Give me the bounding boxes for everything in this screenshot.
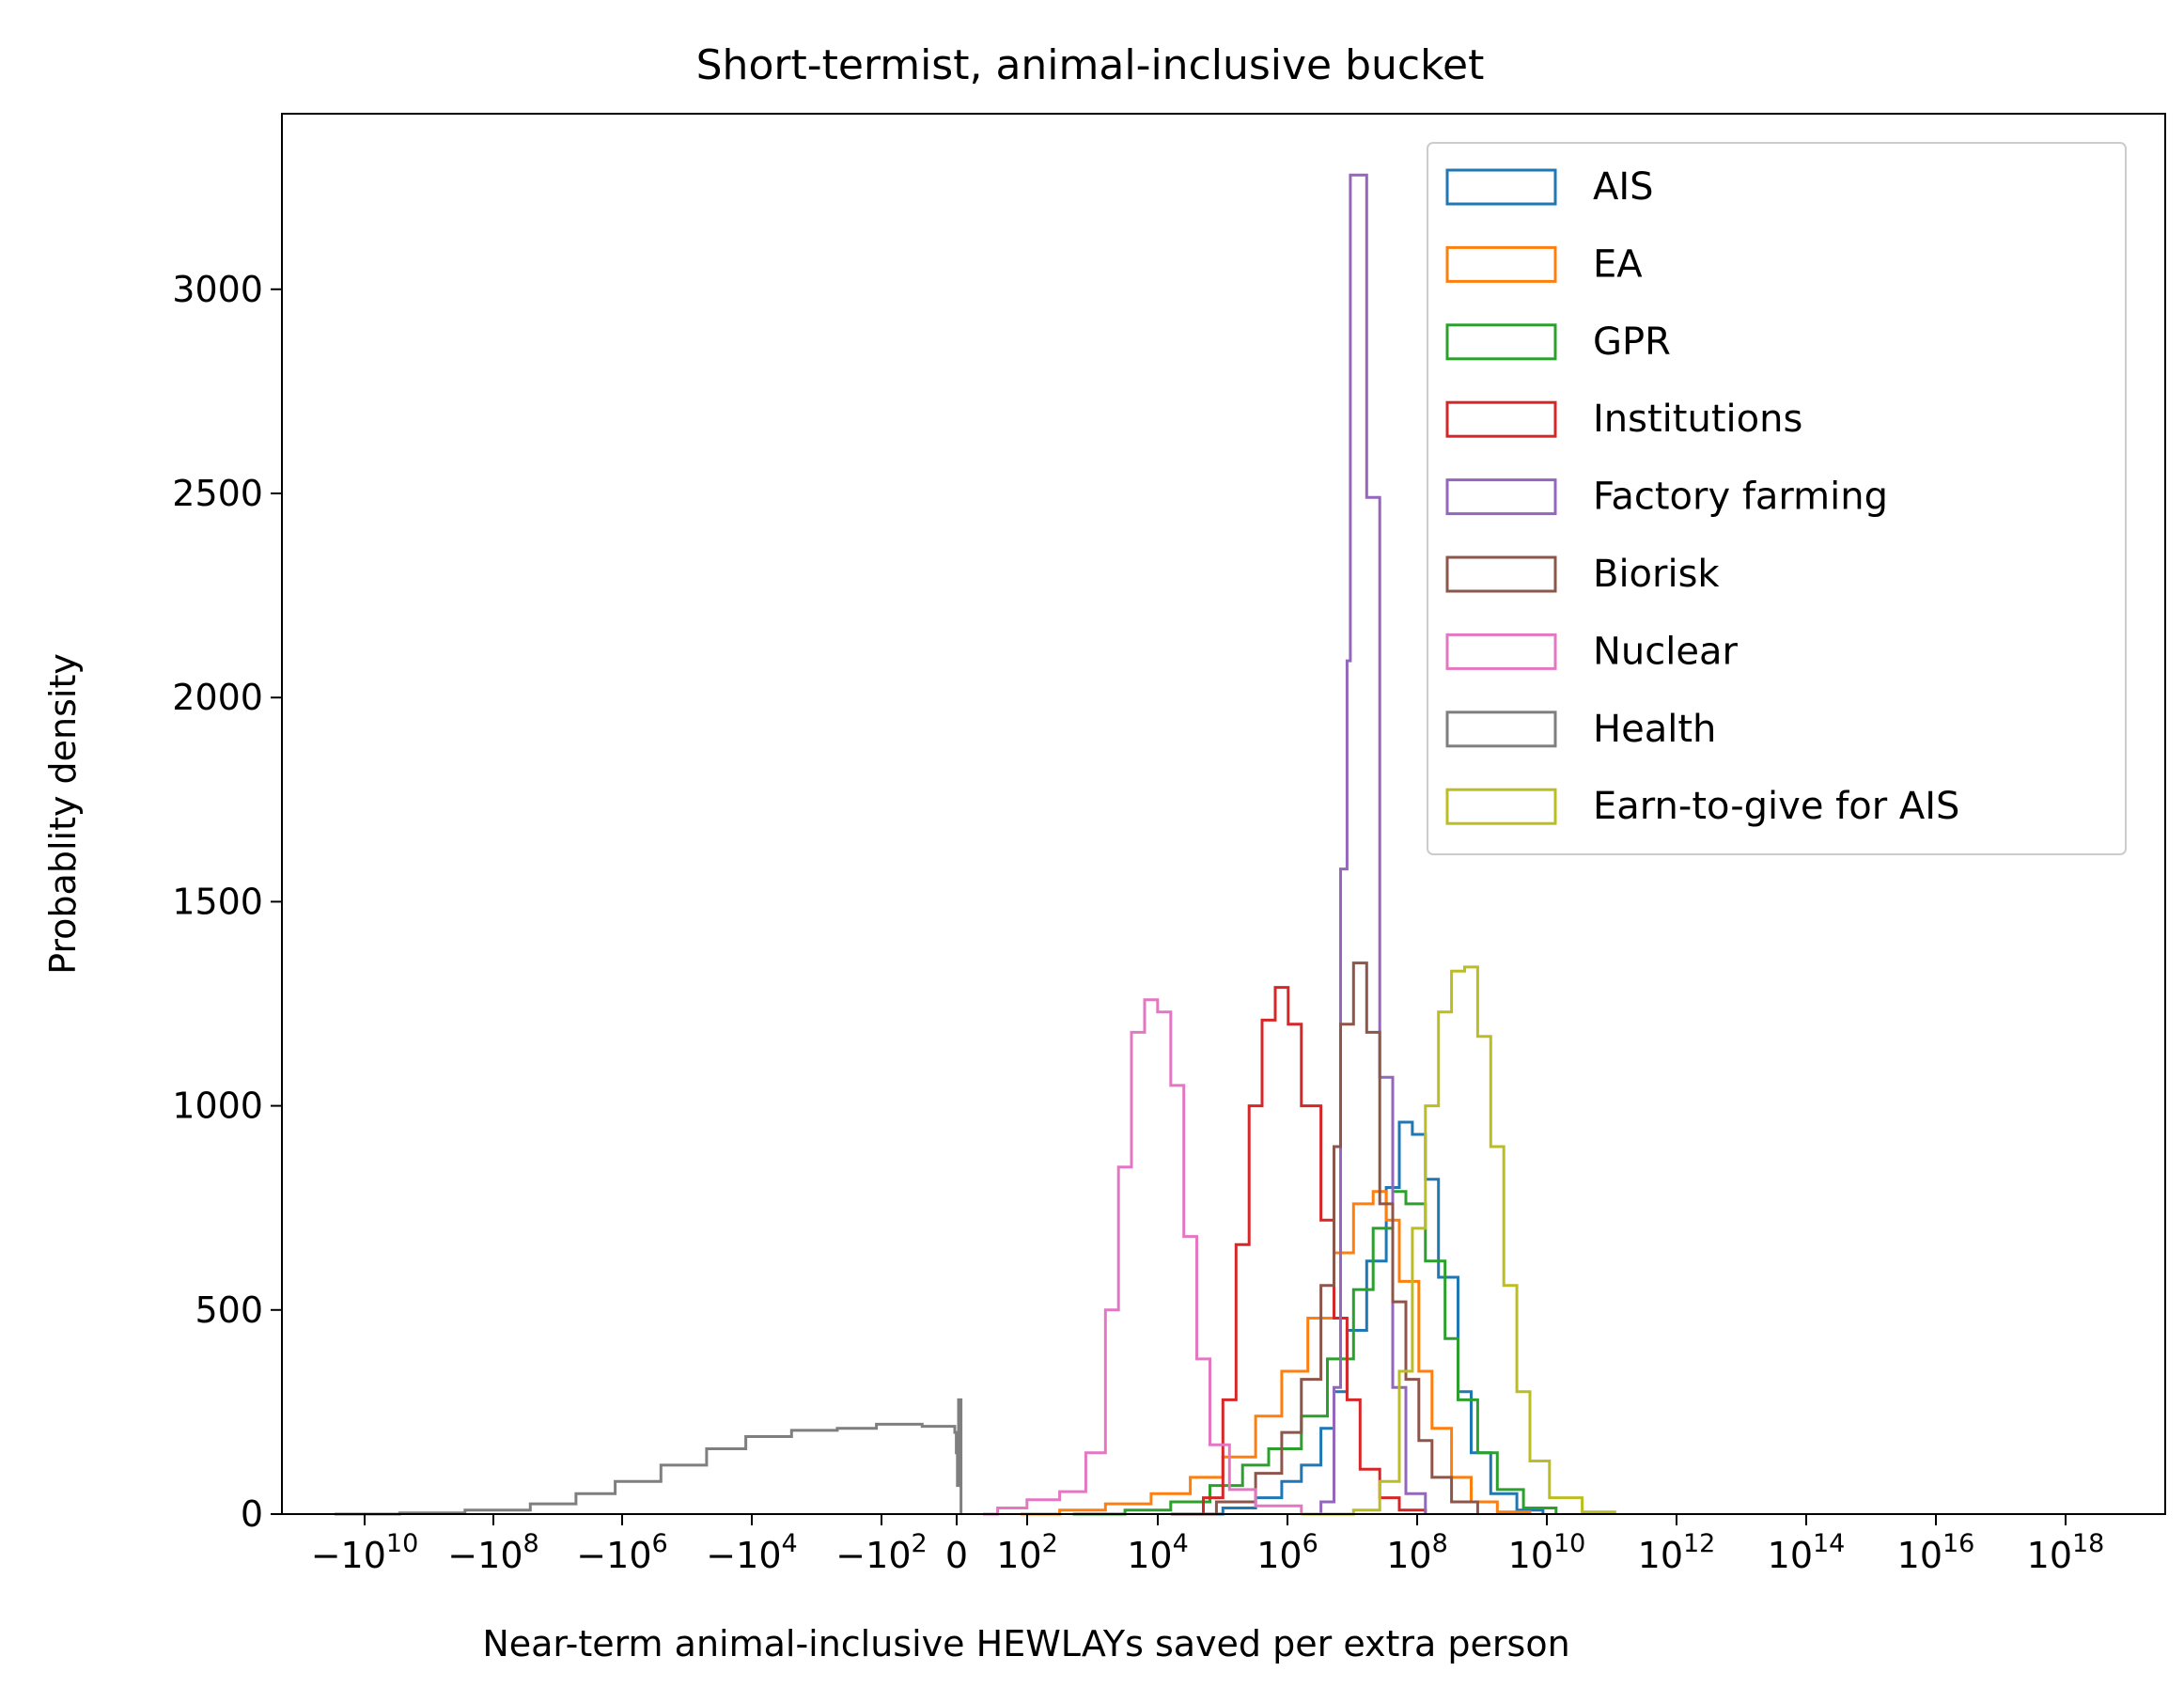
legend-swatch-nuclear	[1445, 633, 1557, 670]
legend-swatch-factory-farming	[1445, 478, 1557, 516]
legend-label-earn-to-give-for-ais: Earn-to-give for AIS	[1593, 785, 1959, 828]
x-tick-label: −104	[706, 1529, 797, 1576]
y-tick-label: 500	[195, 1289, 263, 1331]
x-tick-label: 1014	[1768, 1529, 1846, 1576]
series-institutions	[1190, 986, 1427, 1516]
legend-swatch-gpr	[1445, 323, 1557, 361]
x-tick-label: 1018	[2027, 1529, 2105, 1576]
x-tick-label: 108	[1386, 1529, 1448, 1576]
x-tick-label: 106	[1256, 1529, 1318, 1576]
legend-label-institutions: Institutions	[1593, 398, 1802, 441]
series-ea	[1020, 1190, 1532, 1516]
y-axis-label: Probablity density	[42, 653, 84, 975]
x-tick-label: 1016	[1897, 1529, 1975, 1576]
y-tick-label: 1000	[172, 1086, 263, 1127]
legend-swatch-ais	[1445, 168, 1557, 206]
y-tick-label: 2000	[172, 677, 263, 718]
series-ais	[1203, 1120, 1545, 1516]
legend-swatch-health	[1445, 711, 1557, 748]
x-tick-label: 104	[1127, 1529, 1189, 1576]
y-tick-label: 3000	[172, 269, 263, 310]
legend-label-ea: EA	[1593, 242, 1643, 286]
legend-swatch-ea	[1445, 245, 1557, 283]
legend-label-biorisk: Biorisk	[1593, 553, 1720, 596]
legend-label-factory-farming: Factory farming	[1593, 476, 1888, 519]
series-gpr	[1072, 1190, 1558, 1516]
plot-frame	[281, 113, 2166, 1515]
y-tick-label: 1500	[172, 881, 263, 922]
series-health	[334, 1398, 963, 1516]
x-tick-label: 0	[945, 1535, 968, 1576]
legend-label-gpr: GPR	[1593, 320, 1671, 364]
x-tick-label: −1010	[311, 1529, 419, 1576]
legend-swatch-earn-to-give-for-ais	[1445, 788, 1557, 825]
x-axis: −1010 −108 −106 −104 −102 0 102 104 106 108 1010 10…	[311, 1514, 2105, 1576]
legend-label-ais: AIS	[1593, 165, 1654, 209]
x-tick-label: 102	[996, 1529, 1058, 1576]
y-tick-label: 0	[241, 1493, 263, 1535]
legend-label-health: Health	[1593, 708, 1716, 751]
x-tick-label: 1010	[1508, 1529, 1586, 1576]
x-axis-label: Near-term animal-inclusive HEWLAYs saved…	[482, 1623, 1569, 1664]
legend-swatch-institutions	[1445, 400, 1557, 438]
series-nuclear	[983, 998, 1303, 1516]
series-earn-to-give-for-ais	[1301, 965, 1616, 1516]
legend-swatch-biorisk	[1445, 555, 1557, 593]
legend-label-nuclear: Nuclear	[1593, 630, 1739, 673]
x-tick-label: −108	[447, 1529, 538, 1576]
series-biorisk	[1170, 961, 1479, 1516]
y-axis: 0 500 1000 1500 2000 2500 3000	[172, 269, 282, 1535]
x-tick-label: −102	[835, 1529, 927, 1576]
legend: AIS EA GPR Institutions Factory farming Biori…	[1427, 142, 2127, 855]
x-tick-label: −106	[576, 1529, 667, 1576]
y-tick-label: 2500	[172, 473, 263, 514]
x-tick-label: 1012	[1638, 1529, 1716, 1576]
legend-box	[1427, 142, 2127, 855]
chart-title: Short-termist, animal-inclusive bucket	[696, 41, 1485, 89]
